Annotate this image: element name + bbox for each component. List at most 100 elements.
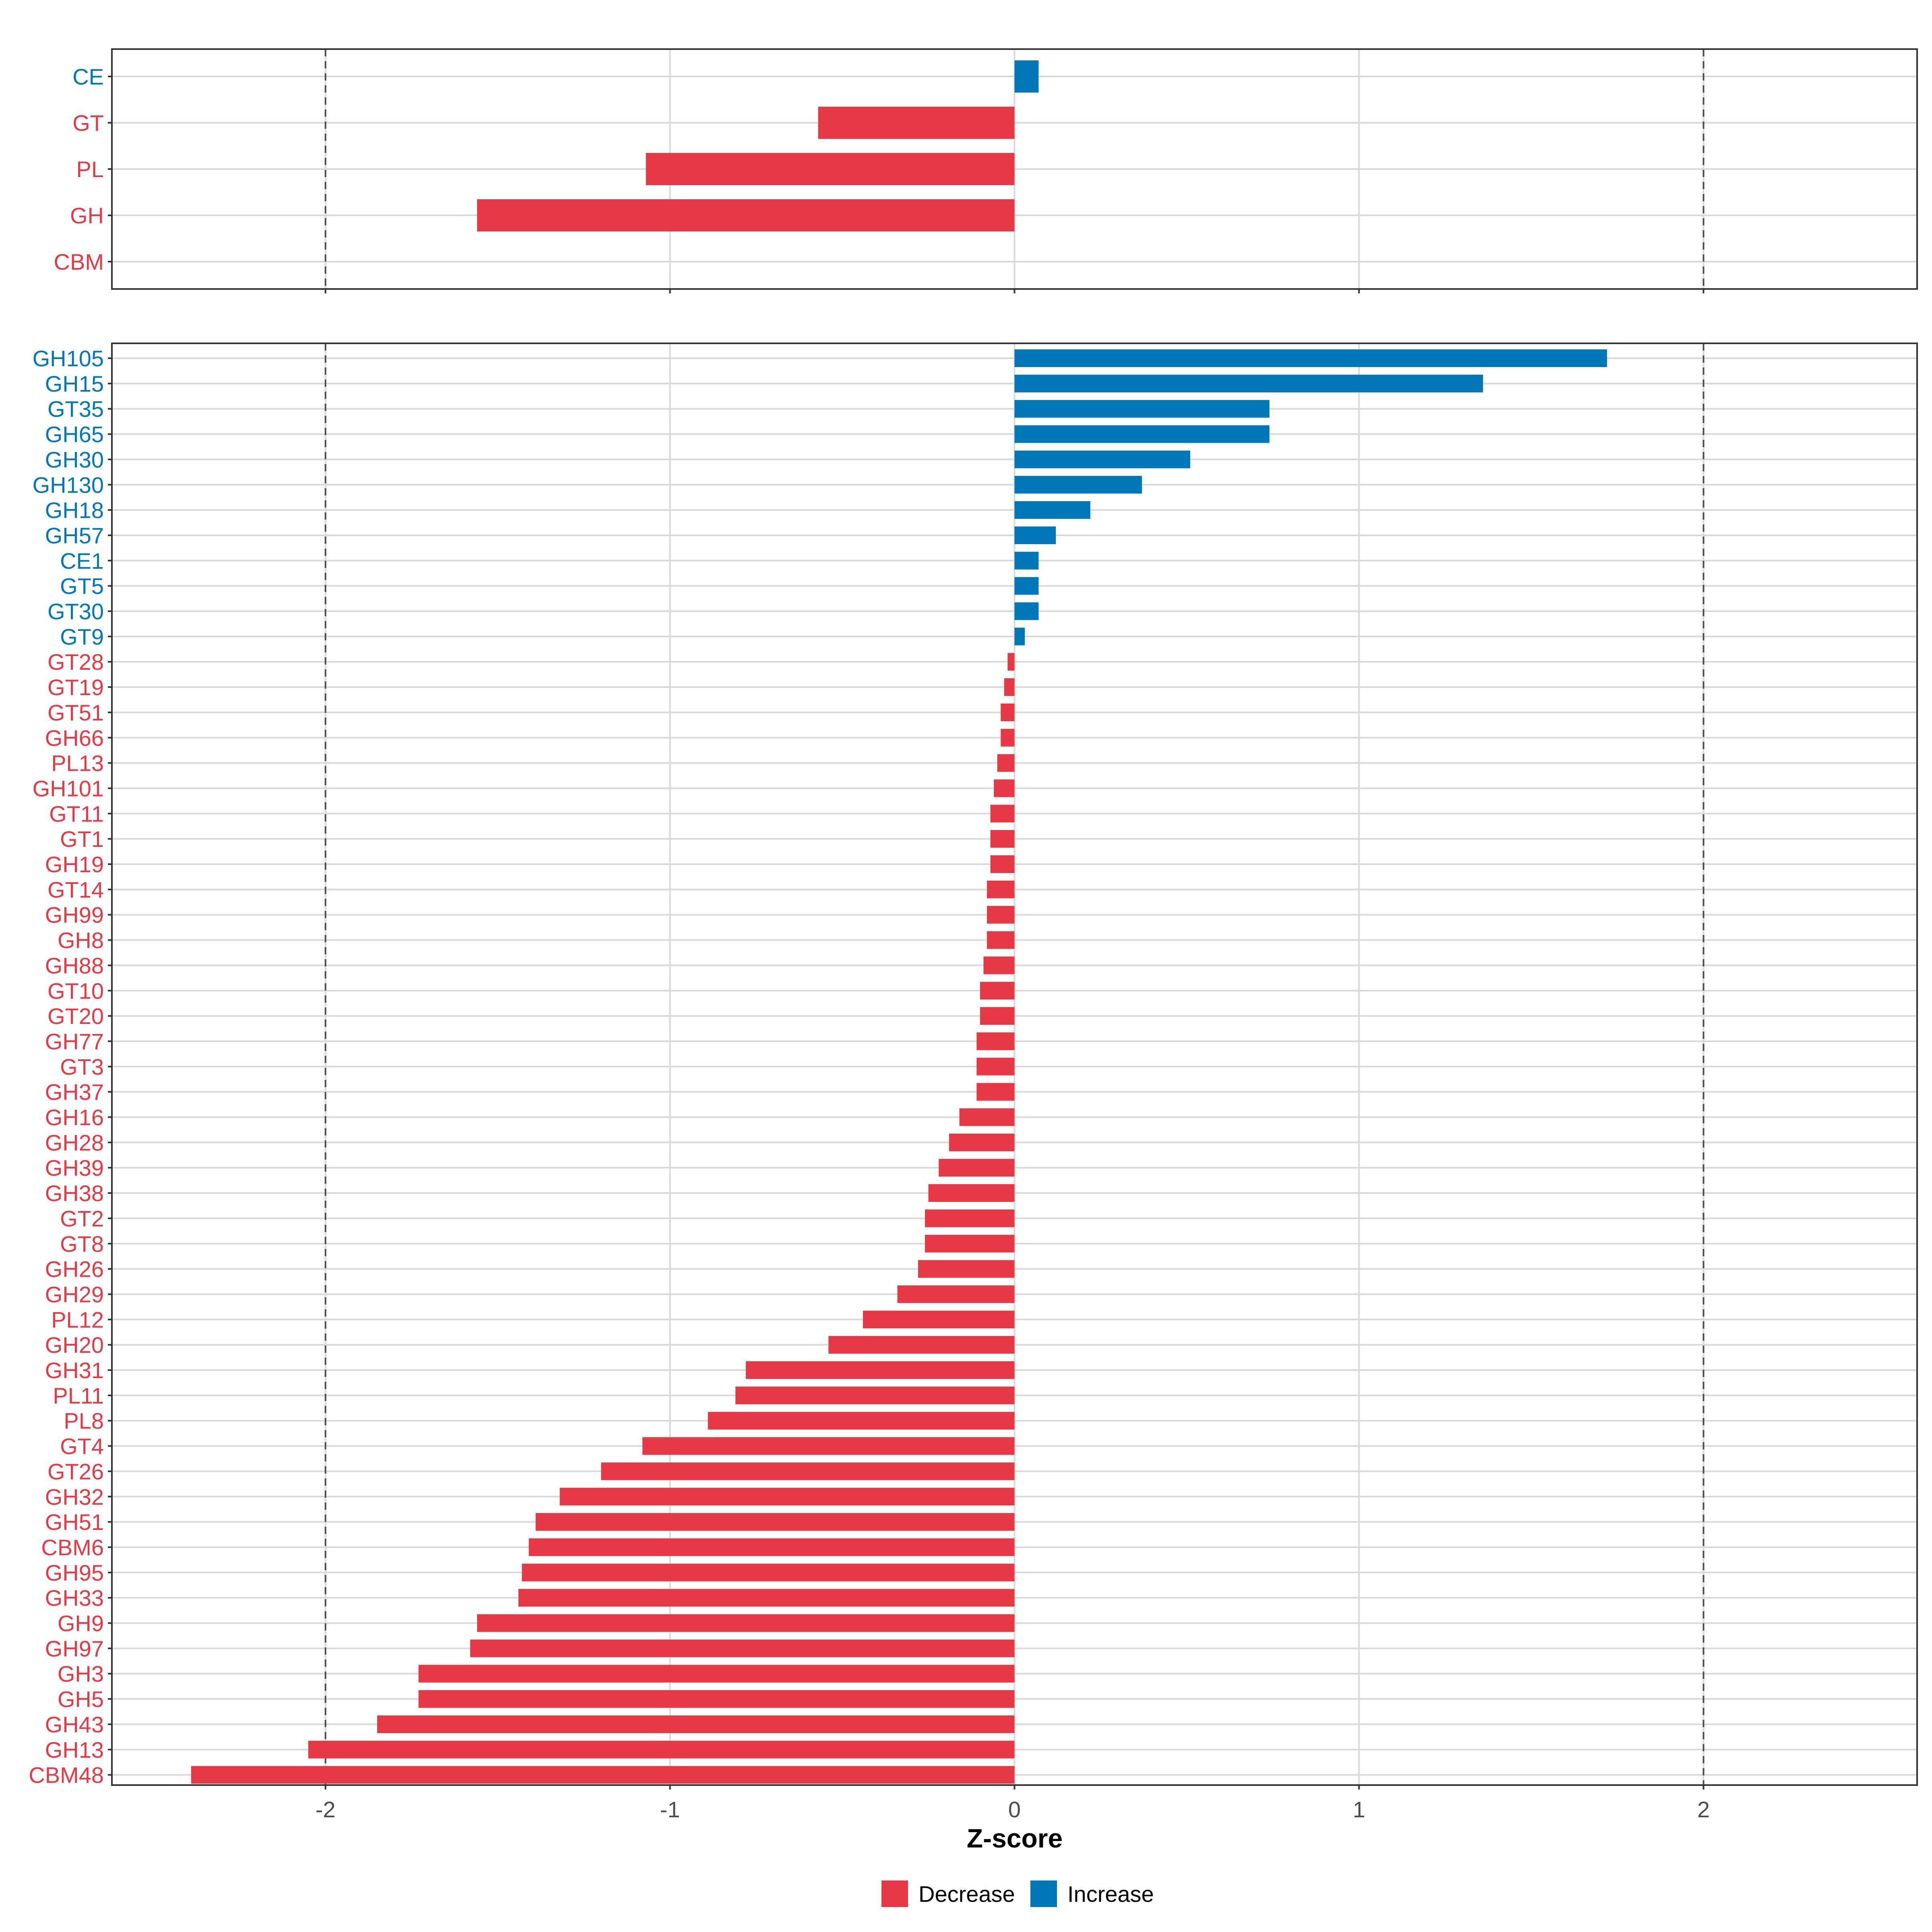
category-label-gt4: GT4 xyxy=(60,1434,104,1459)
category-label-gh15: GH15 xyxy=(45,371,104,396)
bar-gh3 xyxy=(418,1665,1015,1683)
category-label-cbm48: CBM48 xyxy=(29,1763,104,1788)
category-label-pl8: PL8 xyxy=(64,1408,104,1434)
category-label-gh31: GH31 xyxy=(45,1358,104,1383)
category-label-gh95: GH95 xyxy=(45,1560,104,1585)
category-label-gt26: GT26 xyxy=(47,1459,104,1484)
bar-cbm6 xyxy=(528,1538,1015,1556)
x-axis-title: Z-score xyxy=(967,1823,1063,1853)
category-label-gt35: GT35 xyxy=(47,396,104,422)
legend: Decrease Increase xyxy=(881,1880,1154,1907)
category-label-gh33: GH33 xyxy=(45,1585,104,1611)
category-label-pl: PL xyxy=(76,157,104,182)
bar-gh77 xyxy=(976,1032,1015,1050)
bar-gh28 xyxy=(949,1133,1015,1152)
legend-swatch-increase xyxy=(1030,1880,1057,1907)
category-label-gt30: GT30 xyxy=(47,599,104,624)
category-label-gh28: GH28 xyxy=(45,1130,104,1155)
category-label-gh38: GH38 xyxy=(45,1181,104,1206)
category-label-gh37: GH37 xyxy=(45,1080,104,1105)
category-label-gt20: GT20 xyxy=(47,1003,104,1029)
bar-pl xyxy=(646,153,1015,185)
category-label-gh19: GH19 xyxy=(45,852,104,877)
category-label-gt28: GT28 xyxy=(47,649,104,675)
x-tick-label: 1 xyxy=(1353,1797,1365,1822)
bar-gt19 xyxy=(1004,678,1015,696)
bar-gt8 xyxy=(925,1234,1015,1253)
bar-gh15 xyxy=(1014,374,1483,392)
bar-gh33 xyxy=(518,1589,1015,1607)
bar-gh66 xyxy=(1001,729,1015,747)
category-label-gh13: GH13 xyxy=(45,1737,104,1763)
category-label-gh9: GH9 xyxy=(58,1611,104,1636)
bar-gh19 xyxy=(990,855,1015,873)
category-label-gh97: GH97 xyxy=(45,1636,104,1661)
x-tick-label: -2 xyxy=(316,1797,336,1822)
category-label-pl11: PL11 xyxy=(53,1383,104,1408)
category-labels: GH105GH15GT35GH65GH30GH130GH18GH57CE1GT5… xyxy=(29,346,112,1788)
category-label-gh5: GH5 xyxy=(58,1686,104,1712)
legend-label-decrease: Decrease xyxy=(919,1881,1015,1907)
bar-gh31 xyxy=(745,1361,1015,1379)
bar-pl12 xyxy=(863,1311,1015,1329)
x-tick-label: 0 xyxy=(1008,1797,1021,1822)
bar-gh105 xyxy=(1014,349,1607,367)
category-label-cbm6: CBM6 xyxy=(41,1535,104,1560)
bar-gt xyxy=(818,107,1015,139)
category-label-ce: CE xyxy=(72,64,104,89)
bar-pl8 xyxy=(708,1412,1015,1430)
category-label-gh30: GH30 xyxy=(45,447,104,472)
bar-gh65 xyxy=(1014,425,1269,443)
category-label-gh51: GH51 xyxy=(45,1509,104,1535)
category-label-gt8: GT8 xyxy=(60,1231,104,1257)
bar-gh95 xyxy=(522,1563,1015,1581)
bar-gh5 xyxy=(418,1690,1015,1708)
bar-gh51 xyxy=(535,1513,1015,1531)
bottom-panel: GH105GH15GT35GH65GH30GH130GH18GH57CE1GT5… xyxy=(29,343,1918,1822)
category-label-gh39: GH39 xyxy=(45,1155,104,1181)
bar-gh39 xyxy=(939,1159,1015,1177)
category-label-gh26: GH26 xyxy=(45,1257,104,1282)
bar-gh18 xyxy=(1014,501,1090,519)
category-label-gh105: GH105 xyxy=(33,346,104,371)
bar-gh130 xyxy=(1014,476,1142,494)
category-labels: CE GT PL GH CBM xyxy=(54,64,112,275)
category-label-gt: GT xyxy=(72,110,104,136)
category-label-gh66: GH66 xyxy=(45,725,104,751)
category-label-pl12: PL12 xyxy=(51,1307,104,1332)
category-label-gh99: GH99 xyxy=(45,902,104,928)
bar-gh101 xyxy=(994,779,1015,797)
bar-gh37 xyxy=(976,1083,1015,1101)
bar-gh16 xyxy=(959,1108,1015,1126)
x-tick-label: -1 xyxy=(660,1797,680,1822)
bar-cbm48 xyxy=(191,1766,1015,1784)
category-label-gh16: GH16 xyxy=(45,1105,104,1130)
bar-ce1 xyxy=(1014,551,1039,570)
category-label-gh130: GH130 xyxy=(33,472,104,497)
x-axis: -2 -1 0 1 2 xyxy=(316,1785,1710,1822)
category-label-gt11: GT11 xyxy=(49,801,104,826)
bar-pl11 xyxy=(735,1386,1015,1404)
bar-gh88 xyxy=(983,956,1015,974)
category-label-gh57: GH57 xyxy=(45,523,104,548)
bar-gh20 xyxy=(828,1336,1015,1354)
bar-gt28 xyxy=(1007,653,1015,671)
bar-gh9 xyxy=(477,1614,1015,1632)
bar-gh xyxy=(477,199,1015,231)
bar-gt51 xyxy=(1001,703,1015,721)
category-label-gt19: GT19 xyxy=(47,675,104,700)
bar-gh29 xyxy=(897,1285,1015,1303)
legend-swatch-decrease xyxy=(881,1880,908,1907)
bar-gh97 xyxy=(470,1639,1015,1657)
bar-pl13 xyxy=(997,754,1015,772)
category-label-gh77: GH77 xyxy=(45,1029,104,1054)
category-label-gh20: GH20 xyxy=(45,1332,104,1358)
bar-gh32 xyxy=(559,1488,1015,1506)
bars xyxy=(191,349,1607,1784)
bar-gt11 xyxy=(990,805,1015,823)
bar-gt14 xyxy=(987,880,1015,898)
bar-gt35 xyxy=(1014,400,1269,418)
bar-gt5 xyxy=(1014,577,1039,595)
top-panel: CE GT PL GH CBM xyxy=(54,48,1918,293)
